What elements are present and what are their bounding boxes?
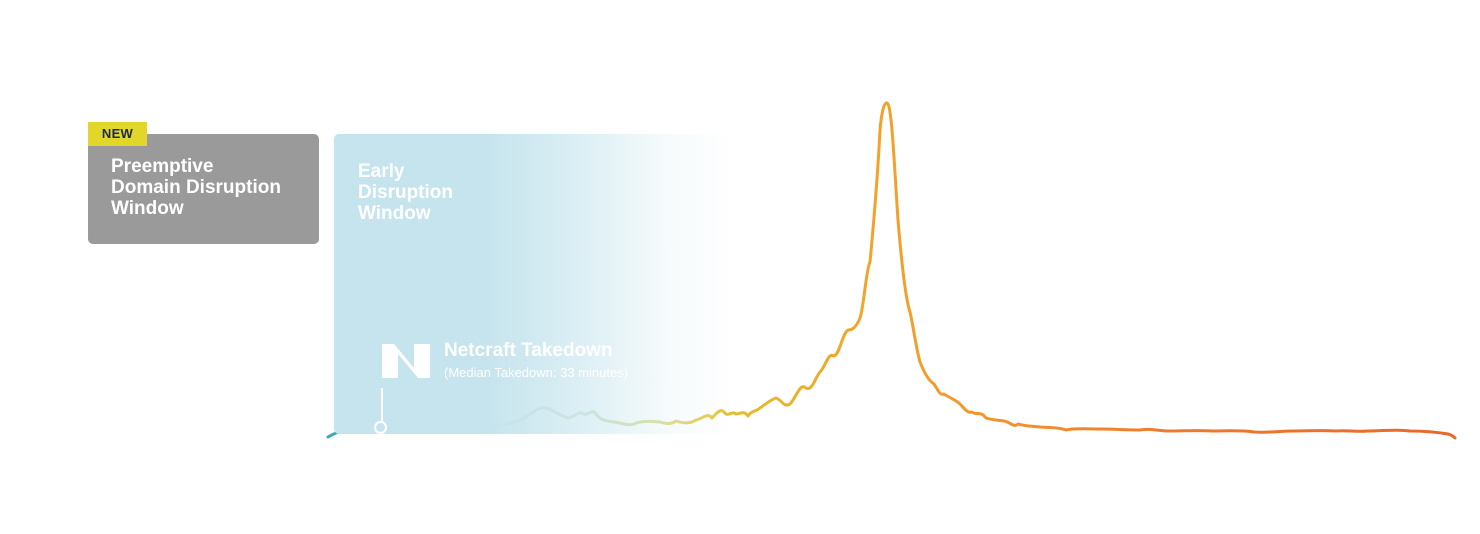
takedown-marker-stem	[381, 388, 383, 422]
preemptive-window-title: Preemptive Domain Disruption Window	[111, 156, 281, 219]
early-disruption-window: Early Disruption Window	[334, 134, 734, 434]
preemptive-window-card: Preemptive Domain Disruption Window	[88, 134, 319, 244]
netcraft-logo-icon	[382, 344, 430, 378]
new-badge: NEW	[88, 122, 147, 146]
takedown-marker-dot	[374, 421, 387, 434]
early-window-title: Early Disruption Window	[358, 161, 453, 224]
takedown-title: Netcraft Takedown	[444, 340, 613, 361]
takedown-subtitle: (Median Takedown: 33 minutes)	[444, 365, 629, 380]
